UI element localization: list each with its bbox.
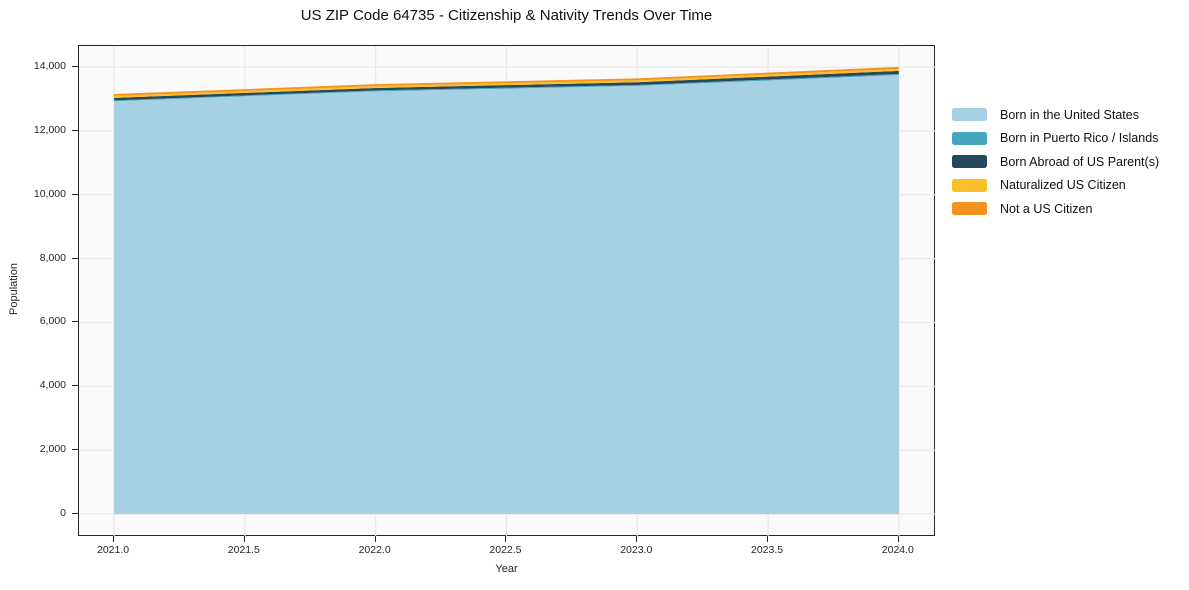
x-tick-label: 2024.0: [881, 544, 914, 556]
area-series-3: [114, 68, 899, 98]
legend-item: Born in the United States: [952, 103, 1159, 127]
legend-swatch: [952, 155, 987, 169]
legend-swatch: [952, 178, 987, 192]
x-tick-label: 2023.0: [620, 544, 653, 556]
legend-swatch: [952, 202, 987, 216]
y-tick-label: 10,000: [33, 187, 66, 200]
legend-item: Born Abroad of US Parent(s): [952, 150, 1159, 174]
y-tick-mark: [72, 385, 78, 387]
x-tick-label: 2021.0: [96, 544, 130, 556]
y-tick-mark: [72, 257, 78, 259]
legend: Born in the United States Born in Puerto …: [952, 103, 1159, 221]
x-tick-mark: [374, 536, 376, 542]
legend-swatch: [952, 108, 987, 122]
area-series-4: [114, 66, 899, 96]
y-tick-label: 0: [60, 507, 66, 519]
y-tick-mark: [72, 193, 78, 195]
x-tick-mark: [243, 536, 245, 542]
stacked-area-canvas: [79, 46, 936, 537]
y-axis-label: Population: [8, 263, 20, 315]
legend-item: Not a US Citizen: [952, 197, 1159, 221]
legend-item: Naturalized US Citizen: [952, 174, 1159, 198]
area-series-0: [114, 75, 899, 515]
x-tick-label: 2022.5: [489, 544, 522, 556]
chart-title: US ZIP Code 64735 - Citizenship & Nativi…: [300, 7, 713, 24]
y-tick-mark: [72, 513, 78, 514]
x-tick-label: 2023.5: [750, 544, 784, 556]
legend-label: Born in the United States: [1000, 107, 1139, 122]
x-tick-mark: [113, 536, 115, 542]
y-tick-mark: [72, 66, 78, 68]
legend-label: Not a US Citizen: [1000, 201, 1093, 216]
x-tick-mark: [897, 536, 899, 542]
y-tick-label: 2,000: [39, 443, 66, 456]
x-axis-label: Year: [495, 563, 518, 575]
legend-label: Born in Puerto Rico / Islands: [1000, 131, 1159, 146]
y-tick-label: 4,000: [39, 379, 66, 392]
y-tick-label: 8,000: [39, 251, 66, 264]
y-tick-mark: [72, 129, 78, 131]
x-tick-label: 2022.0: [358, 544, 391, 556]
y-tick-mark: [72, 321, 78, 323]
x-tick-mark: [505, 536, 507, 542]
area-series-2: [114, 70, 899, 101]
y-tick-label: 14,000: [33, 60, 66, 73]
x-tick-label: 2021.5: [227, 544, 260, 556]
legend-label: Born Abroad of US Parent(s): [1000, 154, 1160, 169]
y-tick-label: 6,000: [39, 315, 66, 328]
legend-label: Naturalized US Citizen: [1000, 178, 1126, 193]
x-tick-mark: [636, 536, 638, 542]
y-tick-label: 12,000: [33, 123, 66, 136]
legend-item: Born in Puerto Rico / Islands: [952, 127, 1159, 151]
x-tick-mark: [767, 536, 769, 542]
plot-area: [78, 45, 936, 537]
legend-swatch: [952, 131, 987, 145]
y-tick-mark: [72, 449, 78, 451]
